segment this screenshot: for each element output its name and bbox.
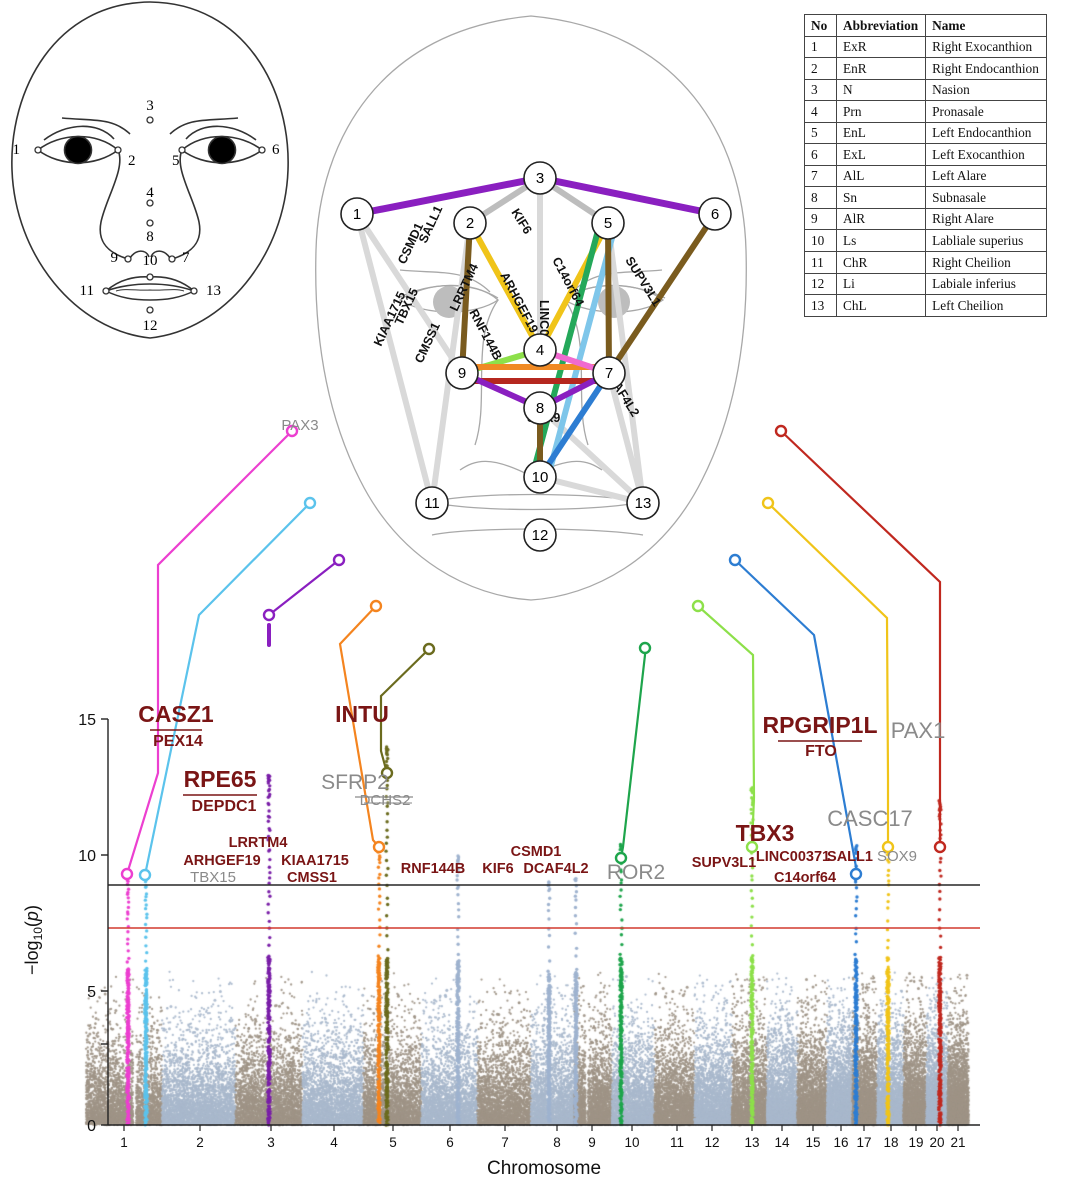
svg-text:ARHGEF19: ARHGEF19 (183, 853, 260, 869)
svg-text:LINC00371: LINC00371 (756, 849, 830, 865)
svg-text:5: 5 (87, 984, 96, 1001)
svg-text:6: 6 (446, 1135, 454, 1150)
svg-text:CASC17: CASC17 (827, 806, 913, 831)
svg-text:4: 4 (536, 342, 544, 359)
svg-text:ROR2: ROR2 (607, 861, 665, 884)
svg-text:DCHS2: DCHS2 (360, 792, 411, 809)
svg-text:12: 12 (532, 527, 549, 544)
svg-text:10: 10 (143, 253, 158, 269)
svg-text:INTU: INTU (335, 701, 389, 727)
svg-text:15: 15 (78, 712, 96, 729)
svg-text:9: 9 (588, 1135, 596, 1150)
svg-text:1: 1 (353, 206, 361, 223)
svg-text:SOX9: SOX9 (877, 848, 917, 865)
svg-text:−log10(p): −log10(p) (22, 905, 45, 975)
svg-text:SFRP2: SFRP2 (321, 771, 389, 794)
svg-text:13: 13 (635, 495, 652, 512)
svg-text:TBX15: TBX15 (190, 869, 236, 886)
svg-text:ARHGEF19: ARHGEF19 (497, 270, 541, 335)
svg-text:10: 10 (624, 1135, 639, 1150)
svg-text:5: 5 (604, 215, 612, 232)
svg-text:5: 5 (389, 1135, 397, 1150)
svg-text:7: 7 (605, 365, 613, 382)
svg-text:1: 1 (13, 142, 21, 158)
svg-text:4: 4 (146, 185, 154, 201)
svg-text:3: 3 (146, 98, 154, 114)
svg-text:2: 2 (466, 215, 474, 232)
svg-text:10: 10 (78, 848, 96, 865)
svg-text:CSMD1: CSMD1 (395, 221, 426, 267)
svg-text:8: 8 (553, 1135, 561, 1150)
svg-text:10: 10 (532, 469, 549, 486)
svg-text:9: 9 (458, 365, 466, 382)
svg-text:2: 2 (128, 153, 136, 169)
svg-text:13: 13 (206, 283, 221, 299)
svg-text:TBX3: TBX3 (736, 820, 795, 846)
svg-text:8: 8 (536, 400, 544, 417)
svg-text:SUPV3L1: SUPV3L1 (692, 855, 756, 871)
svg-text:CMSS1: CMSS1 (412, 320, 443, 365)
svg-text:PAX1: PAX1 (891, 718, 946, 743)
svg-text:3: 3 (267, 1135, 275, 1150)
svg-text:12: 12 (143, 318, 158, 334)
svg-text:CSMD1: CSMD1 (511, 844, 562, 860)
svg-text:11: 11 (80, 283, 94, 299)
svg-text:20: 20 (929, 1135, 944, 1150)
svg-text:8: 8 (146, 229, 154, 245)
svg-text:3: 3 (536, 170, 544, 187)
svg-text:7: 7 (501, 1135, 509, 1150)
svg-text:RPGRIP1L: RPGRIP1L (762, 712, 877, 738)
svg-text:9: 9 (111, 250, 119, 266)
svg-text:DEPDC1: DEPDC1 (192, 798, 257, 815)
svg-text:7: 7 (182, 250, 190, 266)
svg-text:13: 13 (744, 1135, 759, 1150)
svg-text:21: 21 (950, 1135, 965, 1150)
svg-text:6: 6 (272, 142, 280, 158)
svg-text:0: 0 (87, 1118, 96, 1135)
svg-text:RPE65: RPE65 (184, 766, 257, 792)
svg-text:Chromosome: Chromosome (487, 1158, 601, 1179)
svg-text:18: 18 (883, 1135, 898, 1150)
svg-text:FTO: FTO (805, 743, 837, 760)
svg-text:14: 14 (774, 1135, 790, 1150)
svg-text:15: 15 (805, 1135, 820, 1150)
svg-text:KIF6: KIF6 (482, 861, 513, 877)
svg-text:CASZ1: CASZ1 (138, 701, 214, 727)
svg-text:LRRTM4: LRRTM4 (229, 835, 288, 851)
svg-text:6: 6 (711, 206, 719, 223)
svg-text:11: 11 (670, 1135, 684, 1150)
svg-text:KIAA1715: KIAA1715 (281, 853, 349, 869)
svg-text:SALL1: SALL1 (827, 849, 873, 865)
svg-text:12: 12 (704, 1135, 719, 1150)
svg-text:11: 11 (424, 495, 440, 512)
svg-text:DCAF4L2: DCAF4L2 (523, 861, 588, 877)
svg-text:CMSS1: CMSS1 (287, 870, 337, 886)
svg-text:PEX14: PEX14 (153, 733, 203, 750)
svg-text:KIF6: KIF6 (508, 206, 534, 236)
svg-text:1: 1 (120, 1135, 128, 1150)
svg-text:RNF144B: RNF144B (401, 861, 465, 877)
svg-text:4: 4 (330, 1135, 338, 1150)
svg-text:RNF144B: RNF144B (466, 307, 504, 363)
svg-text:5: 5 (172, 153, 180, 169)
svg-text:PAX3: PAX3 (281, 417, 318, 434)
svg-text:17: 17 (856, 1135, 871, 1150)
svg-text:19: 19 (908, 1135, 923, 1150)
svg-text:C14orf64: C14orf64 (774, 870, 836, 886)
svg-text:16: 16 (833, 1135, 848, 1150)
svg-text:2: 2 (196, 1135, 204, 1150)
